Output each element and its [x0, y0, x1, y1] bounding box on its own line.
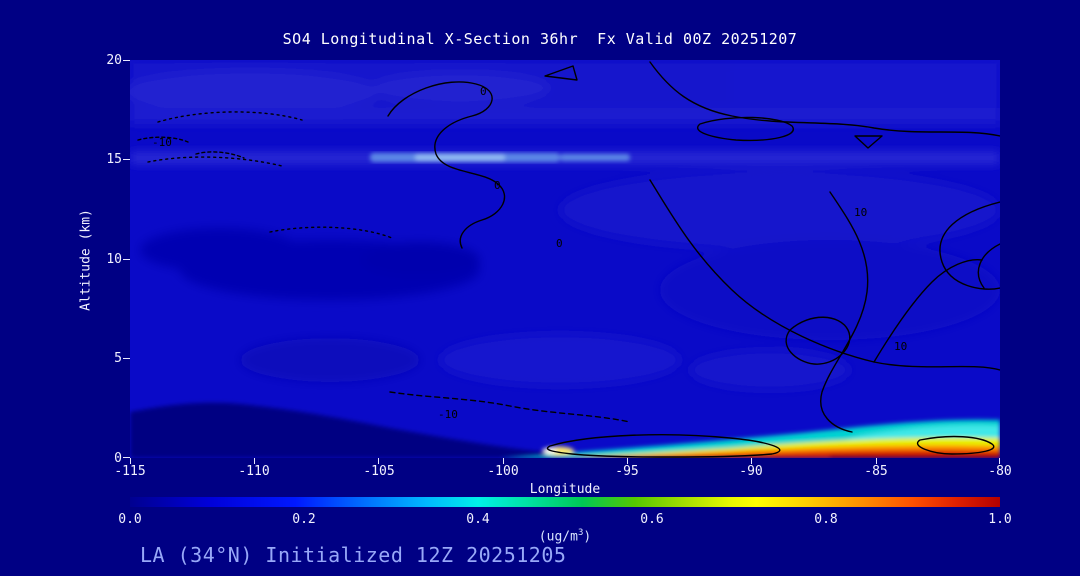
- contour-label-group: -10 0 0 0 10 10 -10: [152, 85, 907, 421]
- contour-label: 10: [854, 206, 867, 219]
- colorbar-tick-label: 0.0: [118, 512, 142, 527]
- x-tick: [999, 458, 1000, 464]
- x-tick-label: -100: [487, 464, 519, 479]
- x-tick-label: -90: [739, 464, 763, 479]
- contour-label: 0: [480, 85, 487, 98]
- x-tick-label: -95: [615, 464, 639, 479]
- y-tick-label: 10: [106, 252, 122, 267]
- y-tick-label: 15: [106, 152, 122, 167]
- y-tick: [123, 60, 130, 61]
- contour-label: -10: [438, 408, 458, 421]
- units-superscript: 3: [577, 528, 584, 538]
- bright-streak-15km: [370, 153, 630, 162]
- footer-annotation: LA (34°N) Initialized 12Z 20251205: [140, 543, 567, 567]
- colorbar: [130, 497, 1000, 507]
- so4-surface-plume: [500, 419, 1000, 458]
- chart-title: SO4 Longitudinal X-Section 36hr Fx Valid…: [282, 30, 798, 48]
- y-tick-label: 0: [114, 451, 122, 466]
- units-prefix: (ug/m: [538, 529, 578, 545]
- contour-label: 0: [556, 237, 563, 250]
- x-tick-label: -85: [864, 464, 888, 479]
- contour-label: -10: [152, 136, 172, 149]
- contour-label: 10: [894, 340, 907, 353]
- x-tick: [627, 458, 628, 464]
- heatmap-plot: -10 0 0 0 10 10 -10: [130, 60, 1000, 458]
- colorbar-tick-label: 1.0: [988, 512, 1012, 527]
- x-tick: [130, 458, 131, 464]
- x-tick-label: -115: [114, 464, 146, 479]
- y-tick-label: 5: [114, 351, 122, 366]
- y-tick-label: 20: [106, 53, 122, 68]
- y-tick: [123, 457, 130, 458]
- x-tick-label: -105: [363, 464, 395, 479]
- y-tick: [123, 159, 130, 160]
- colorbar-tick-label: 0.4: [466, 512, 490, 527]
- x-tick: [876, 458, 877, 464]
- x-tick: [378, 458, 379, 464]
- field-blue-shades: [130, 60, 1000, 390]
- x-tick: [254, 458, 255, 464]
- dark-lowlevel-wedge: [130, 402, 560, 458]
- contour-label: 0: [494, 179, 501, 192]
- overlay-contours: [137, 61, 1000, 458]
- units-suffix: ): [583, 529, 592, 545]
- colorbar-tick-label: 0.6: [640, 512, 664, 527]
- colorbar-tick-label: 0.2: [292, 512, 316, 527]
- x-tick: [751, 458, 752, 464]
- x-tick: [503, 458, 504, 464]
- colorbar-tick-label: 0.8: [814, 512, 838, 527]
- y-tick: [123, 358, 130, 359]
- x-tick-label: -80: [988, 464, 1012, 479]
- x-tick-label: -110: [238, 464, 270, 479]
- y-tick: [123, 259, 130, 260]
- colorbar-units-label: (ug/m3): [0, 528, 1080, 544]
- x-axis-label: Longitude: [529, 482, 601, 497]
